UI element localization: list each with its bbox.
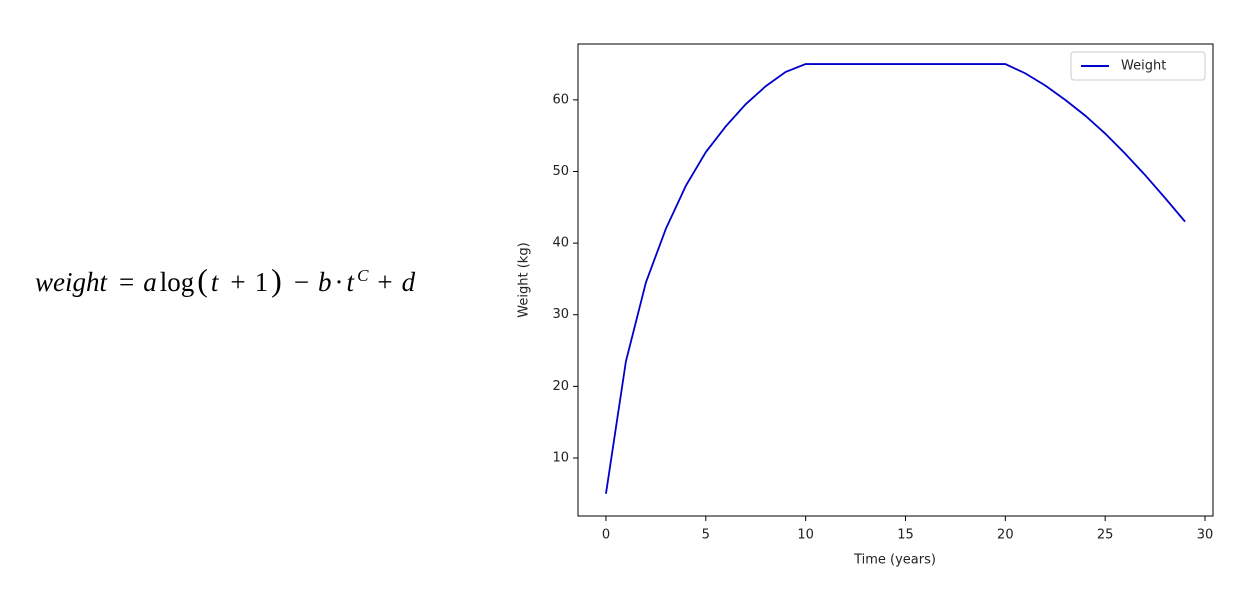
formula-part: + xyxy=(230,267,246,297)
legend-box xyxy=(1070,51,1206,81)
formula-part: · xyxy=(334,267,344,297)
formula-part: 1 xyxy=(254,267,269,297)
x-tick-label: 30 xyxy=(1197,528,1214,543)
y-tick-label: 30 xyxy=(552,307,569,322)
formula: weight = a log(t +1) − b · t C + d xyxy=(35,262,418,299)
formula-part: a xyxy=(143,267,157,297)
line-series xyxy=(605,63,1186,494)
formula-part: ( xyxy=(197,262,208,298)
formula-part: t xyxy=(346,267,355,297)
formula-part: b xyxy=(318,267,332,297)
formula-part: C xyxy=(357,266,369,285)
formula-part: = xyxy=(119,267,135,297)
x-tick-label: 5 xyxy=(702,528,710,543)
y-tick-label: 40 xyxy=(552,236,569,251)
formula-part: + xyxy=(377,267,393,297)
formula-part: log xyxy=(159,267,195,297)
x-tick-label: 0 xyxy=(602,528,610,543)
x-tick-label: 10 xyxy=(797,528,814,543)
y-tick-label: 60 xyxy=(552,92,569,107)
y-tick-label: 20 xyxy=(552,379,569,394)
formula-part: t xyxy=(210,267,219,297)
x-tick-label: 25 xyxy=(1097,528,1114,543)
legend-label: Weight xyxy=(1121,59,1166,74)
formula-part: ) xyxy=(271,262,282,298)
x-tick-label: 15 xyxy=(897,528,914,543)
x-axis-label: Time (years) xyxy=(853,553,936,568)
formula-part: weight xyxy=(35,267,107,297)
y-tick-label: 10 xyxy=(552,450,569,465)
formula-part: d xyxy=(401,267,416,297)
y-axis-label: Weight (kg) xyxy=(517,242,532,317)
plot-frame xyxy=(577,43,1214,517)
x-tick-label: 20 xyxy=(997,528,1014,543)
y-tick-label: 50 xyxy=(552,164,569,179)
formula-part: − xyxy=(293,267,310,297)
